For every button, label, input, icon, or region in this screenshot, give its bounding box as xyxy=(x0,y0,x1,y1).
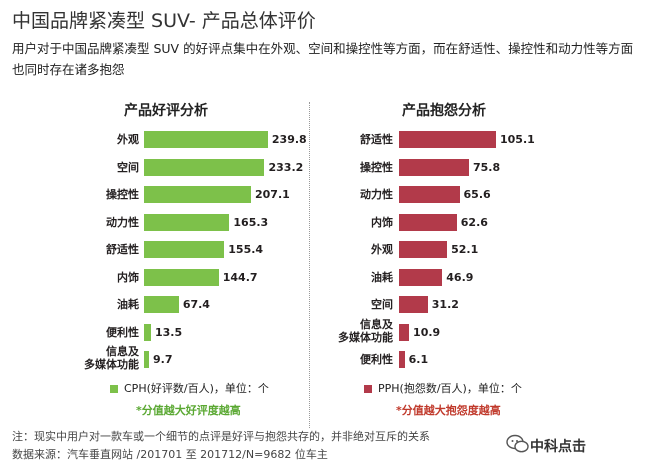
category-label: 动力性 xyxy=(106,215,139,229)
category-label: 外观 xyxy=(371,243,393,256)
praise-bar xyxy=(144,186,251,203)
category-label: 空间 xyxy=(117,160,139,174)
praise-bar xyxy=(144,158,265,176)
value-label: 155.4 xyxy=(228,243,264,256)
complaint-bar xyxy=(399,158,469,176)
footer-note: 注：现实中用户对一款车或一个细节的点评是好评与抱怨共存的，并非绝对互斥的关系 xyxy=(12,430,430,443)
complaint-bar xyxy=(399,323,410,341)
category-label: 油耗 xyxy=(117,298,139,311)
praise-bar xyxy=(144,131,268,148)
category-label: 便利性 xyxy=(360,353,393,366)
brand-name: 中科点击 xyxy=(530,439,586,455)
value-label: 52.1 xyxy=(451,243,479,256)
complaint-bar xyxy=(399,351,405,368)
value-label: 165.3 xyxy=(233,215,269,229)
praise-bar xyxy=(144,323,151,341)
value-label: 207.1 xyxy=(255,188,290,201)
chart-divider xyxy=(309,102,310,428)
category-label: 舒适性 xyxy=(360,133,393,146)
category-label: 舒适性 xyxy=(106,243,139,256)
category-label: 油耗 xyxy=(371,270,393,284)
category-label: 信息及 多媒体功能 xyxy=(338,317,393,344)
category-label: 便利性 xyxy=(106,325,139,339)
chart-title-praise: 产品好评分析 xyxy=(124,103,208,119)
value-label: 13.5 xyxy=(154,325,183,339)
value-label: 10.9 xyxy=(413,325,441,339)
legend-label-praise: CPH(好评数/百人)，单位：个 xyxy=(124,382,269,395)
category-label: 外观 xyxy=(117,133,139,146)
footer-source: 数据来源：汽车垂直网站 /201701 至 201712/N=9682 位车主 xyxy=(12,448,328,461)
wechat-icon xyxy=(506,434,529,453)
value-label: 62.6 xyxy=(460,215,488,229)
legend-swatch-praise xyxy=(110,385,118,393)
value-label: 65.6 xyxy=(463,188,491,201)
value-label: 31.2 xyxy=(431,298,459,311)
value-label: 6.1 xyxy=(408,353,429,366)
complaint-bar xyxy=(399,131,496,148)
complaint-bar xyxy=(399,296,428,313)
category-label: 内饰 xyxy=(371,215,393,229)
category-label: 信息及 多媒体功能 xyxy=(84,345,139,371)
value-label: 233.2 xyxy=(268,160,304,174)
praise-bar xyxy=(144,213,230,231)
value-label: 105.1 xyxy=(500,133,535,146)
chart-title-complaint: 产品抱怨分析 xyxy=(402,103,486,119)
value-label: 9.7 xyxy=(153,353,173,366)
value-label: 75.8 xyxy=(472,160,501,174)
complaint-bar xyxy=(399,213,457,231)
value-label: 144.7 xyxy=(222,270,258,284)
legend-note-praise: *分值越大好评度越高 xyxy=(136,404,241,417)
praise-bar xyxy=(144,268,219,286)
category-label: 操控性 xyxy=(360,160,393,174)
praise-bar xyxy=(144,296,179,313)
complaint-bar xyxy=(399,186,460,203)
value-label: 239.8 xyxy=(271,133,307,146)
category-label: 内饰 xyxy=(117,270,139,284)
page-subtitle: 用户对于中国品牌紧凑型 SUV 的好评点集中在外观、空间和操控性等方面，而在舒适… xyxy=(12,41,634,77)
legend-note-complaint: *分值越大抱怨度越高 xyxy=(396,404,501,417)
page-title: 中国品牌紧凑型 SUV- 产品总体评价 xyxy=(12,10,316,32)
legend-label-complaint: PPH(抱怨数/百人)，单位：个 xyxy=(378,382,522,395)
value-label: 67.4 xyxy=(182,298,210,311)
complaint-bar xyxy=(399,268,443,286)
legend-swatch-complaint xyxy=(364,385,372,393)
praise-bar xyxy=(144,241,225,258)
category-label: 动力性 xyxy=(360,188,393,201)
category-label: 空间 xyxy=(371,298,393,311)
praise-bar xyxy=(144,351,149,368)
complaint-bar xyxy=(399,241,448,258)
value-label: 46.9 xyxy=(446,270,474,284)
category-label: 操控性 xyxy=(106,188,139,201)
